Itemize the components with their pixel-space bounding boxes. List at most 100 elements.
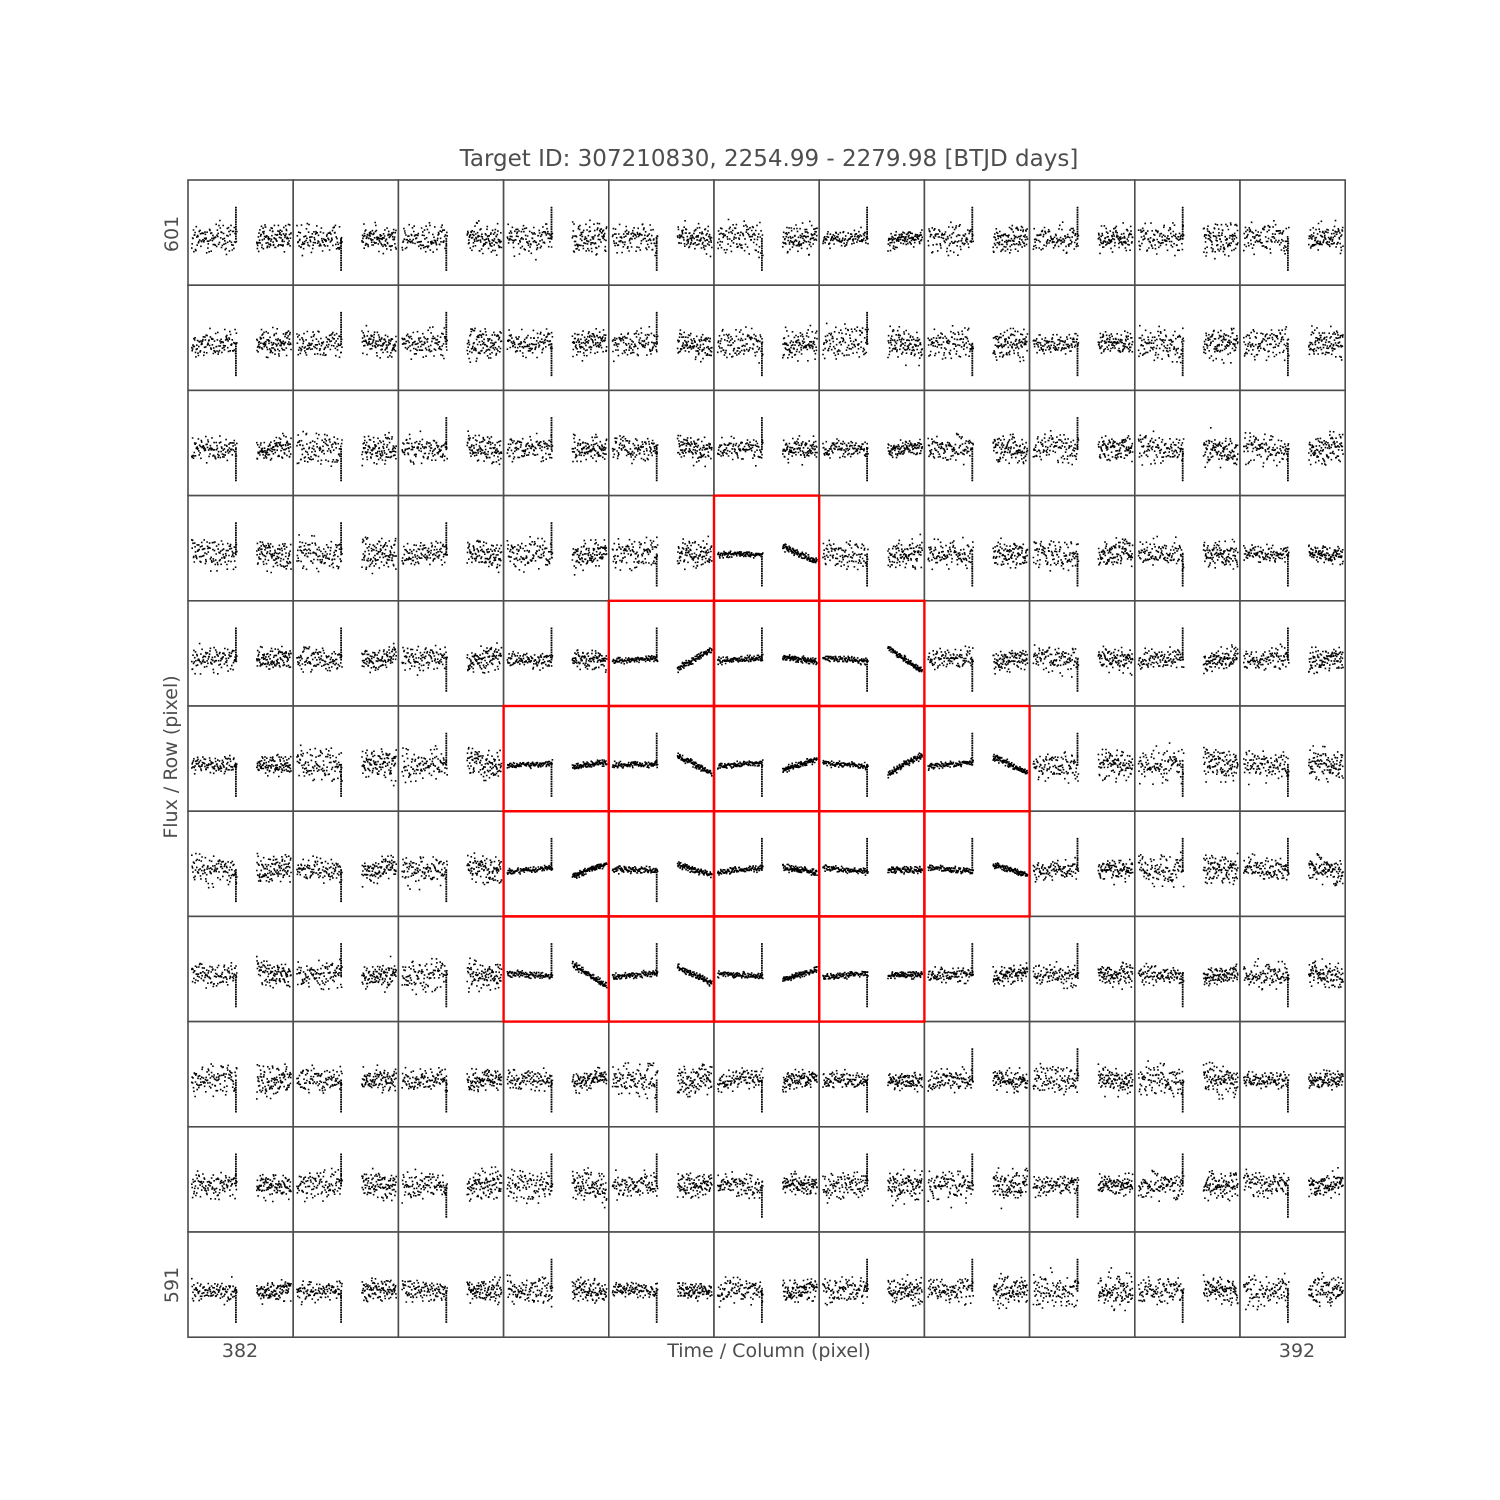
lightcurve-points bbox=[611, 943, 713, 987]
pixel-cell-frame bbox=[1134, 1126, 1241, 1233]
pixel-cell-frame bbox=[187, 389, 294, 497]
pixel-cell-386-596 bbox=[607, 705, 715, 812]
lightcurve-points bbox=[506, 759, 608, 797]
pixel-cell-frame bbox=[1239, 389, 1346, 497]
pixel-cell-390-594 bbox=[1028, 915, 1136, 1023]
pixel-cell-392-596 bbox=[1239, 705, 1346, 812]
aperture-outlines bbox=[502, 494, 1031, 1023]
x-tick-label-first: 382 bbox=[222, 1340, 258, 1362]
pixel-cell-385-593 bbox=[502, 1020, 610, 1128]
pixel-cell-390-600 bbox=[1028, 284, 1136, 392]
pixel-cell-frame bbox=[1028, 1231, 1136, 1338]
lightcurve-points bbox=[1137, 535, 1239, 587]
pixel-cell-392-601 bbox=[1239, 179, 1346, 286]
pixel-cell-392-592 bbox=[1239, 1126, 1346, 1233]
lightcurve-points bbox=[1243, 1272, 1344, 1323]
pixel-cell-385-600 bbox=[502, 284, 610, 392]
lightcurve-points bbox=[822, 752, 923, 797]
pixel-cell-frame bbox=[502, 810, 610, 918]
pixel-cell-frame bbox=[713, 1126, 820, 1233]
pixel-cell-frame bbox=[1134, 1231, 1241, 1338]
lightcurve-points bbox=[401, 1166, 503, 1218]
pixel-cell-frame bbox=[818, 915, 926, 1023]
pixel-cell-386-599 bbox=[607, 389, 715, 497]
lightcurve-points bbox=[822, 438, 923, 482]
pixel-cell-387-592 bbox=[713, 1126, 820, 1233]
pixel-cell-384-597 bbox=[397, 599, 505, 707]
pixel-cell-388-591 bbox=[818, 1231, 926, 1338]
lightcurve-points bbox=[296, 430, 397, 482]
pixel-cells bbox=[187, 179, 1346, 1338]
pixel-cell-388-596 bbox=[818, 705, 926, 812]
pixel-cell-386-598 bbox=[607, 494, 715, 602]
pixel-cell-frame bbox=[607, 810, 715, 918]
pixel-cell-frame bbox=[397, 494, 505, 602]
pixel-cell-389-598 bbox=[923, 494, 1031, 602]
pixel-cell-frame bbox=[187, 810, 294, 918]
pixel-cell-387-594 bbox=[713, 915, 820, 1023]
pixel-cell-390-597 bbox=[1028, 599, 1136, 707]
pixel-cell-frame bbox=[607, 284, 715, 392]
lightcurve-points bbox=[1137, 206, 1239, 260]
pixel-cell-frame bbox=[292, 389, 400, 497]
lightcurve-points bbox=[401, 220, 503, 271]
pixel-cell-frame bbox=[502, 599, 610, 707]
pixel-cell-383-597 bbox=[292, 599, 400, 707]
pixel-cell-386-593 bbox=[607, 1020, 715, 1128]
pixel-cell-391-591 bbox=[1134, 1231, 1241, 1338]
pixel-cell-frame bbox=[397, 1020, 505, 1128]
pixel-cell-frame bbox=[1134, 494, 1241, 602]
pixel-cell-390-591 bbox=[1028, 1231, 1136, 1338]
y-axis-label: Flux / Row (pixel) bbox=[160, 675, 182, 838]
pixel-cell-frame bbox=[187, 599, 294, 707]
pixel-cell-frame bbox=[292, 1231, 400, 1338]
pixel-cell-frame bbox=[292, 284, 400, 392]
pixel-cell-387-601 bbox=[713, 179, 820, 286]
pixel-cell-frame bbox=[713, 705, 820, 812]
lightcurve-points bbox=[611, 1281, 713, 1323]
lightcurve-points bbox=[822, 1258, 923, 1307]
lightcurve-points bbox=[822, 1153, 923, 1207]
pixel-cell-frame bbox=[607, 179, 715, 286]
pixel-cell-383-591 bbox=[292, 1231, 400, 1338]
pixel-cell-frame bbox=[1028, 494, 1136, 602]
pixel-cell-385-594 bbox=[502, 915, 610, 1023]
lightcurve-points bbox=[191, 522, 292, 574]
pixel-cell-391-594 bbox=[1134, 915, 1241, 1023]
pixel-cell-383-600 bbox=[292, 284, 400, 392]
pixel-cell-frame bbox=[607, 915, 715, 1023]
pixel-cell-frame bbox=[1239, 705, 1346, 812]
pixel-cell-384-594 bbox=[397, 915, 505, 1023]
pixel-cell-386-597 bbox=[607, 599, 715, 707]
pixel-cell-391-595 bbox=[1134, 810, 1241, 918]
pixel-cell-391-596 bbox=[1134, 705, 1241, 812]
pixel-cell-392-595 bbox=[1239, 810, 1346, 918]
pixel-cell-384-600 bbox=[397, 284, 505, 392]
pixel-cell-frame bbox=[292, 599, 400, 707]
lightcurve-points bbox=[611, 220, 713, 271]
lightcurve-points bbox=[927, 1153, 1029, 1210]
pixel-cell-388-600 bbox=[818, 284, 926, 392]
lightcurve-points bbox=[927, 1048, 1029, 1094]
pixel-cell-frame bbox=[923, 1126, 1031, 1233]
pixel-cell-frame bbox=[1134, 179, 1241, 286]
pixel-cell-frame bbox=[1134, 389, 1241, 497]
pixel-cell-382-597 bbox=[187, 599, 294, 707]
pixel-cell-frame bbox=[818, 810, 926, 918]
pixel-cell-384-593 bbox=[397, 1020, 505, 1128]
lightcurve-points bbox=[401, 417, 503, 466]
pixel-cell-388-593 bbox=[818, 1020, 926, 1128]
pixel-cell-389-591 bbox=[923, 1231, 1031, 1338]
pixel-cell-frame bbox=[923, 810, 1031, 918]
lightcurve-points bbox=[717, 543, 818, 587]
pixel-cell-frame bbox=[502, 915, 610, 1023]
pixel-cell-389-601 bbox=[923, 179, 1031, 286]
lightcurve-points bbox=[1032, 644, 1134, 692]
lightcurve-points bbox=[1137, 627, 1239, 675]
pixel-cell-382-594 bbox=[187, 915, 294, 1023]
pixel-cell-frame bbox=[397, 705, 505, 812]
lightcurve-points bbox=[1032, 837, 1134, 886]
pixel-cell-frame bbox=[397, 179, 505, 286]
pixel-cell-383-601 bbox=[292, 179, 400, 286]
lightcurve-points bbox=[822, 206, 923, 252]
